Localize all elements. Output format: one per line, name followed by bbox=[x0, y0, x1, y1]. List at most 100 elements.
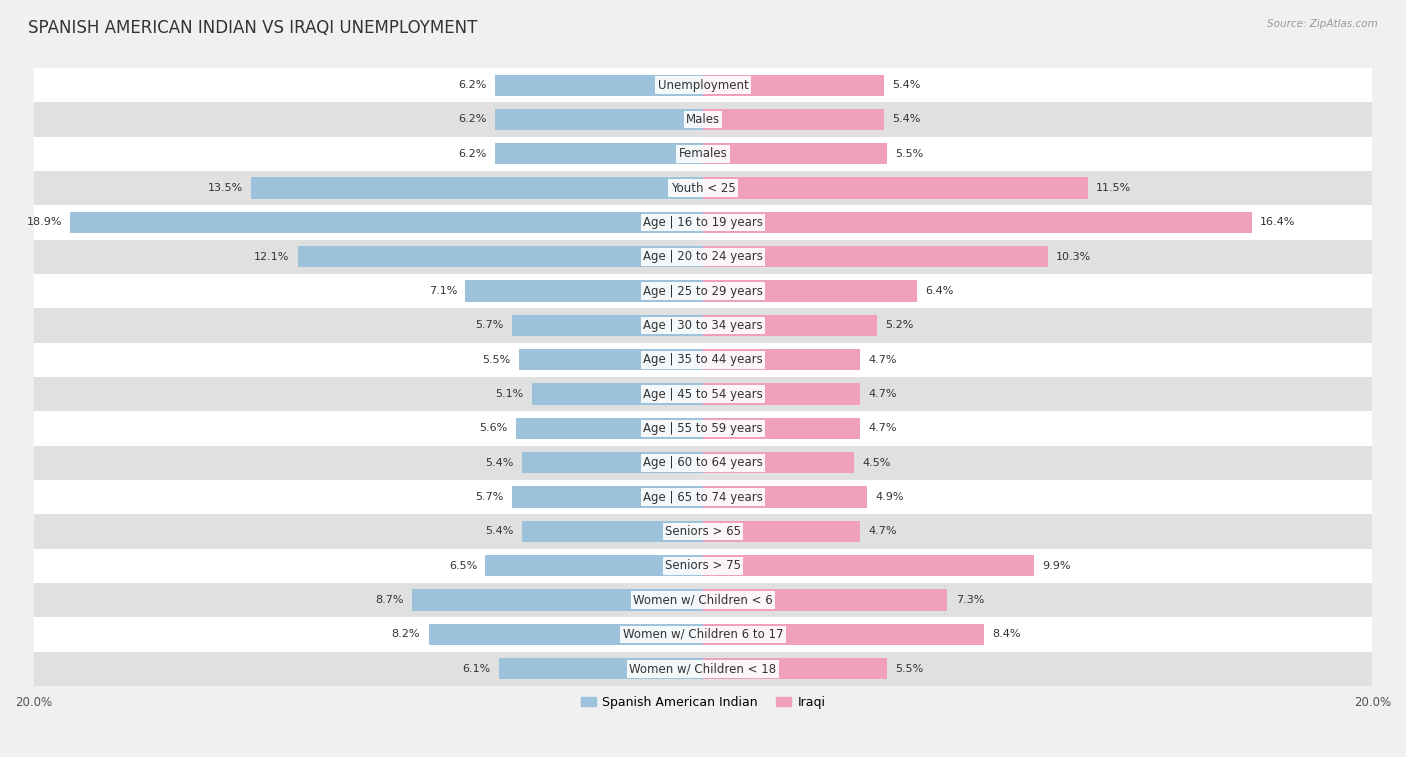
Bar bbox=[703, 315, 877, 336]
Bar bbox=[34, 549, 1372, 583]
Bar bbox=[34, 343, 1372, 377]
Bar bbox=[34, 137, 1372, 171]
Text: Age | 60 to 64 years: Age | 60 to 64 years bbox=[643, 456, 763, 469]
Bar bbox=[412, 590, 703, 611]
Bar bbox=[34, 274, 1372, 308]
Text: 4.7%: 4.7% bbox=[869, 389, 897, 399]
Bar bbox=[34, 205, 1372, 240]
Bar bbox=[522, 521, 703, 542]
Text: Seniors > 75: Seniors > 75 bbox=[665, 559, 741, 572]
Text: 8.4%: 8.4% bbox=[993, 629, 1021, 640]
Bar bbox=[34, 377, 1372, 411]
Text: 12.1%: 12.1% bbox=[254, 252, 290, 262]
Bar bbox=[34, 617, 1372, 652]
Bar bbox=[703, 487, 868, 508]
Text: Unemployment: Unemployment bbox=[658, 79, 748, 92]
Text: 4.9%: 4.9% bbox=[876, 492, 904, 502]
Bar bbox=[34, 308, 1372, 343]
Text: Age | 30 to 34 years: Age | 30 to 34 years bbox=[643, 319, 763, 332]
Text: Women w/ Children < 18: Women w/ Children < 18 bbox=[630, 662, 776, 675]
Text: Males: Males bbox=[686, 113, 720, 126]
Bar bbox=[512, 487, 703, 508]
Bar bbox=[252, 177, 703, 199]
Text: Seniors > 65: Seniors > 65 bbox=[665, 525, 741, 538]
Legend: Spanish American Indian, Iraqi: Spanish American Indian, Iraqi bbox=[575, 690, 831, 714]
Bar bbox=[34, 171, 1372, 205]
Bar bbox=[703, 74, 884, 96]
Bar bbox=[465, 281, 703, 302]
Bar bbox=[703, 624, 984, 645]
Text: Age | 65 to 74 years: Age | 65 to 74 years bbox=[643, 491, 763, 503]
Text: 5.5%: 5.5% bbox=[896, 664, 924, 674]
Bar bbox=[522, 452, 703, 473]
Text: 4.7%: 4.7% bbox=[869, 355, 897, 365]
Text: Women w/ Children 6 to 17: Women w/ Children 6 to 17 bbox=[623, 628, 783, 641]
Bar bbox=[703, 246, 1047, 267]
Bar bbox=[703, 658, 887, 679]
Text: Age | 25 to 29 years: Age | 25 to 29 years bbox=[643, 285, 763, 298]
Text: Age | 45 to 54 years: Age | 45 to 54 years bbox=[643, 388, 763, 400]
Text: 5.5%: 5.5% bbox=[896, 149, 924, 159]
Bar bbox=[703, 452, 853, 473]
Text: 4.5%: 4.5% bbox=[862, 458, 890, 468]
Text: 6.1%: 6.1% bbox=[463, 664, 491, 674]
Text: 6.2%: 6.2% bbox=[458, 149, 486, 159]
Bar bbox=[34, 102, 1372, 137]
Bar bbox=[34, 652, 1372, 686]
Bar bbox=[703, 418, 860, 439]
Bar bbox=[34, 68, 1372, 102]
Bar bbox=[495, 109, 703, 130]
Text: 5.7%: 5.7% bbox=[475, 492, 503, 502]
Text: 16.4%: 16.4% bbox=[1260, 217, 1296, 227]
Text: Youth < 25: Youth < 25 bbox=[671, 182, 735, 195]
Text: Age | 20 to 24 years: Age | 20 to 24 years bbox=[643, 251, 763, 263]
Bar bbox=[495, 74, 703, 96]
Bar bbox=[34, 514, 1372, 549]
Text: 8.2%: 8.2% bbox=[392, 629, 420, 640]
Text: 6.2%: 6.2% bbox=[458, 114, 486, 124]
Bar bbox=[34, 446, 1372, 480]
Bar bbox=[703, 384, 860, 405]
Bar bbox=[703, 143, 887, 164]
Bar bbox=[485, 555, 703, 576]
Text: 7.3%: 7.3% bbox=[956, 595, 984, 605]
Bar bbox=[34, 480, 1372, 514]
Text: 13.5%: 13.5% bbox=[208, 183, 243, 193]
Text: 7.1%: 7.1% bbox=[429, 286, 457, 296]
Text: 5.2%: 5.2% bbox=[886, 320, 914, 331]
Bar bbox=[703, 349, 860, 370]
Text: 18.9%: 18.9% bbox=[27, 217, 62, 227]
Text: 5.7%: 5.7% bbox=[475, 320, 503, 331]
Bar bbox=[499, 658, 703, 679]
Text: 6.2%: 6.2% bbox=[458, 80, 486, 90]
Text: 5.5%: 5.5% bbox=[482, 355, 510, 365]
Text: 5.6%: 5.6% bbox=[479, 423, 508, 434]
Bar bbox=[533, 384, 703, 405]
Bar bbox=[495, 143, 703, 164]
Bar bbox=[703, 281, 917, 302]
Bar bbox=[519, 349, 703, 370]
Bar bbox=[34, 240, 1372, 274]
Text: SPANISH AMERICAN INDIAN VS IRAQI UNEMPLOYMENT: SPANISH AMERICAN INDIAN VS IRAQI UNEMPLO… bbox=[28, 19, 478, 37]
Bar bbox=[34, 583, 1372, 617]
Bar bbox=[703, 212, 1251, 233]
Text: 5.4%: 5.4% bbox=[485, 526, 513, 537]
Text: 10.3%: 10.3% bbox=[1056, 252, 1091, 262]
Bar bbox=[703, 521, 860, 542]
Text: Age | 55 to 59 years: Age | 55 to 59 years bbox=[643, 422, 763, 435]
Text: 5.4%: 5.4% bbox=[893, 80, 921, 90]
Text: 8.7%: 8.7% bbox=[375, 595, 404, 605]
Bar bbox=[703, 555, 1035, 576]
Text: 5.4%: 5.4% bbox=[893, 114, 921, 124]
Text: 11.5%: 11.5% bbox=[1097, 183, 1132, 193]
Bar bbox=[703, 177, 1088, 199]
Text: 6.4%: 6.4% bbox=[925, 286, 953, 296]
Text: 5.4%: 5.4% bbox=[485, 458, 513, 468]
Text: Women w/ Children < 6: Women w/ Children < 6 bbox=[633, 593, 773, 606]
Text: 4.7%: 4.7% bbox=[869, 423, 897, 434]
Text: Females: Females bbox=[679, 148, 727, 160]
Bar bbox=[703, 109, 884, 130]
Text: Age | 16 to 19 years: Age | 16 to 19 years bbox=[643, 216, 763, 229]
Bar bbox=[703, 590, 948, 611]
Text: Source: ZipAtlas.com: Source: ZipAtlas.com bbox=[1267, 19, 1378, 29]
